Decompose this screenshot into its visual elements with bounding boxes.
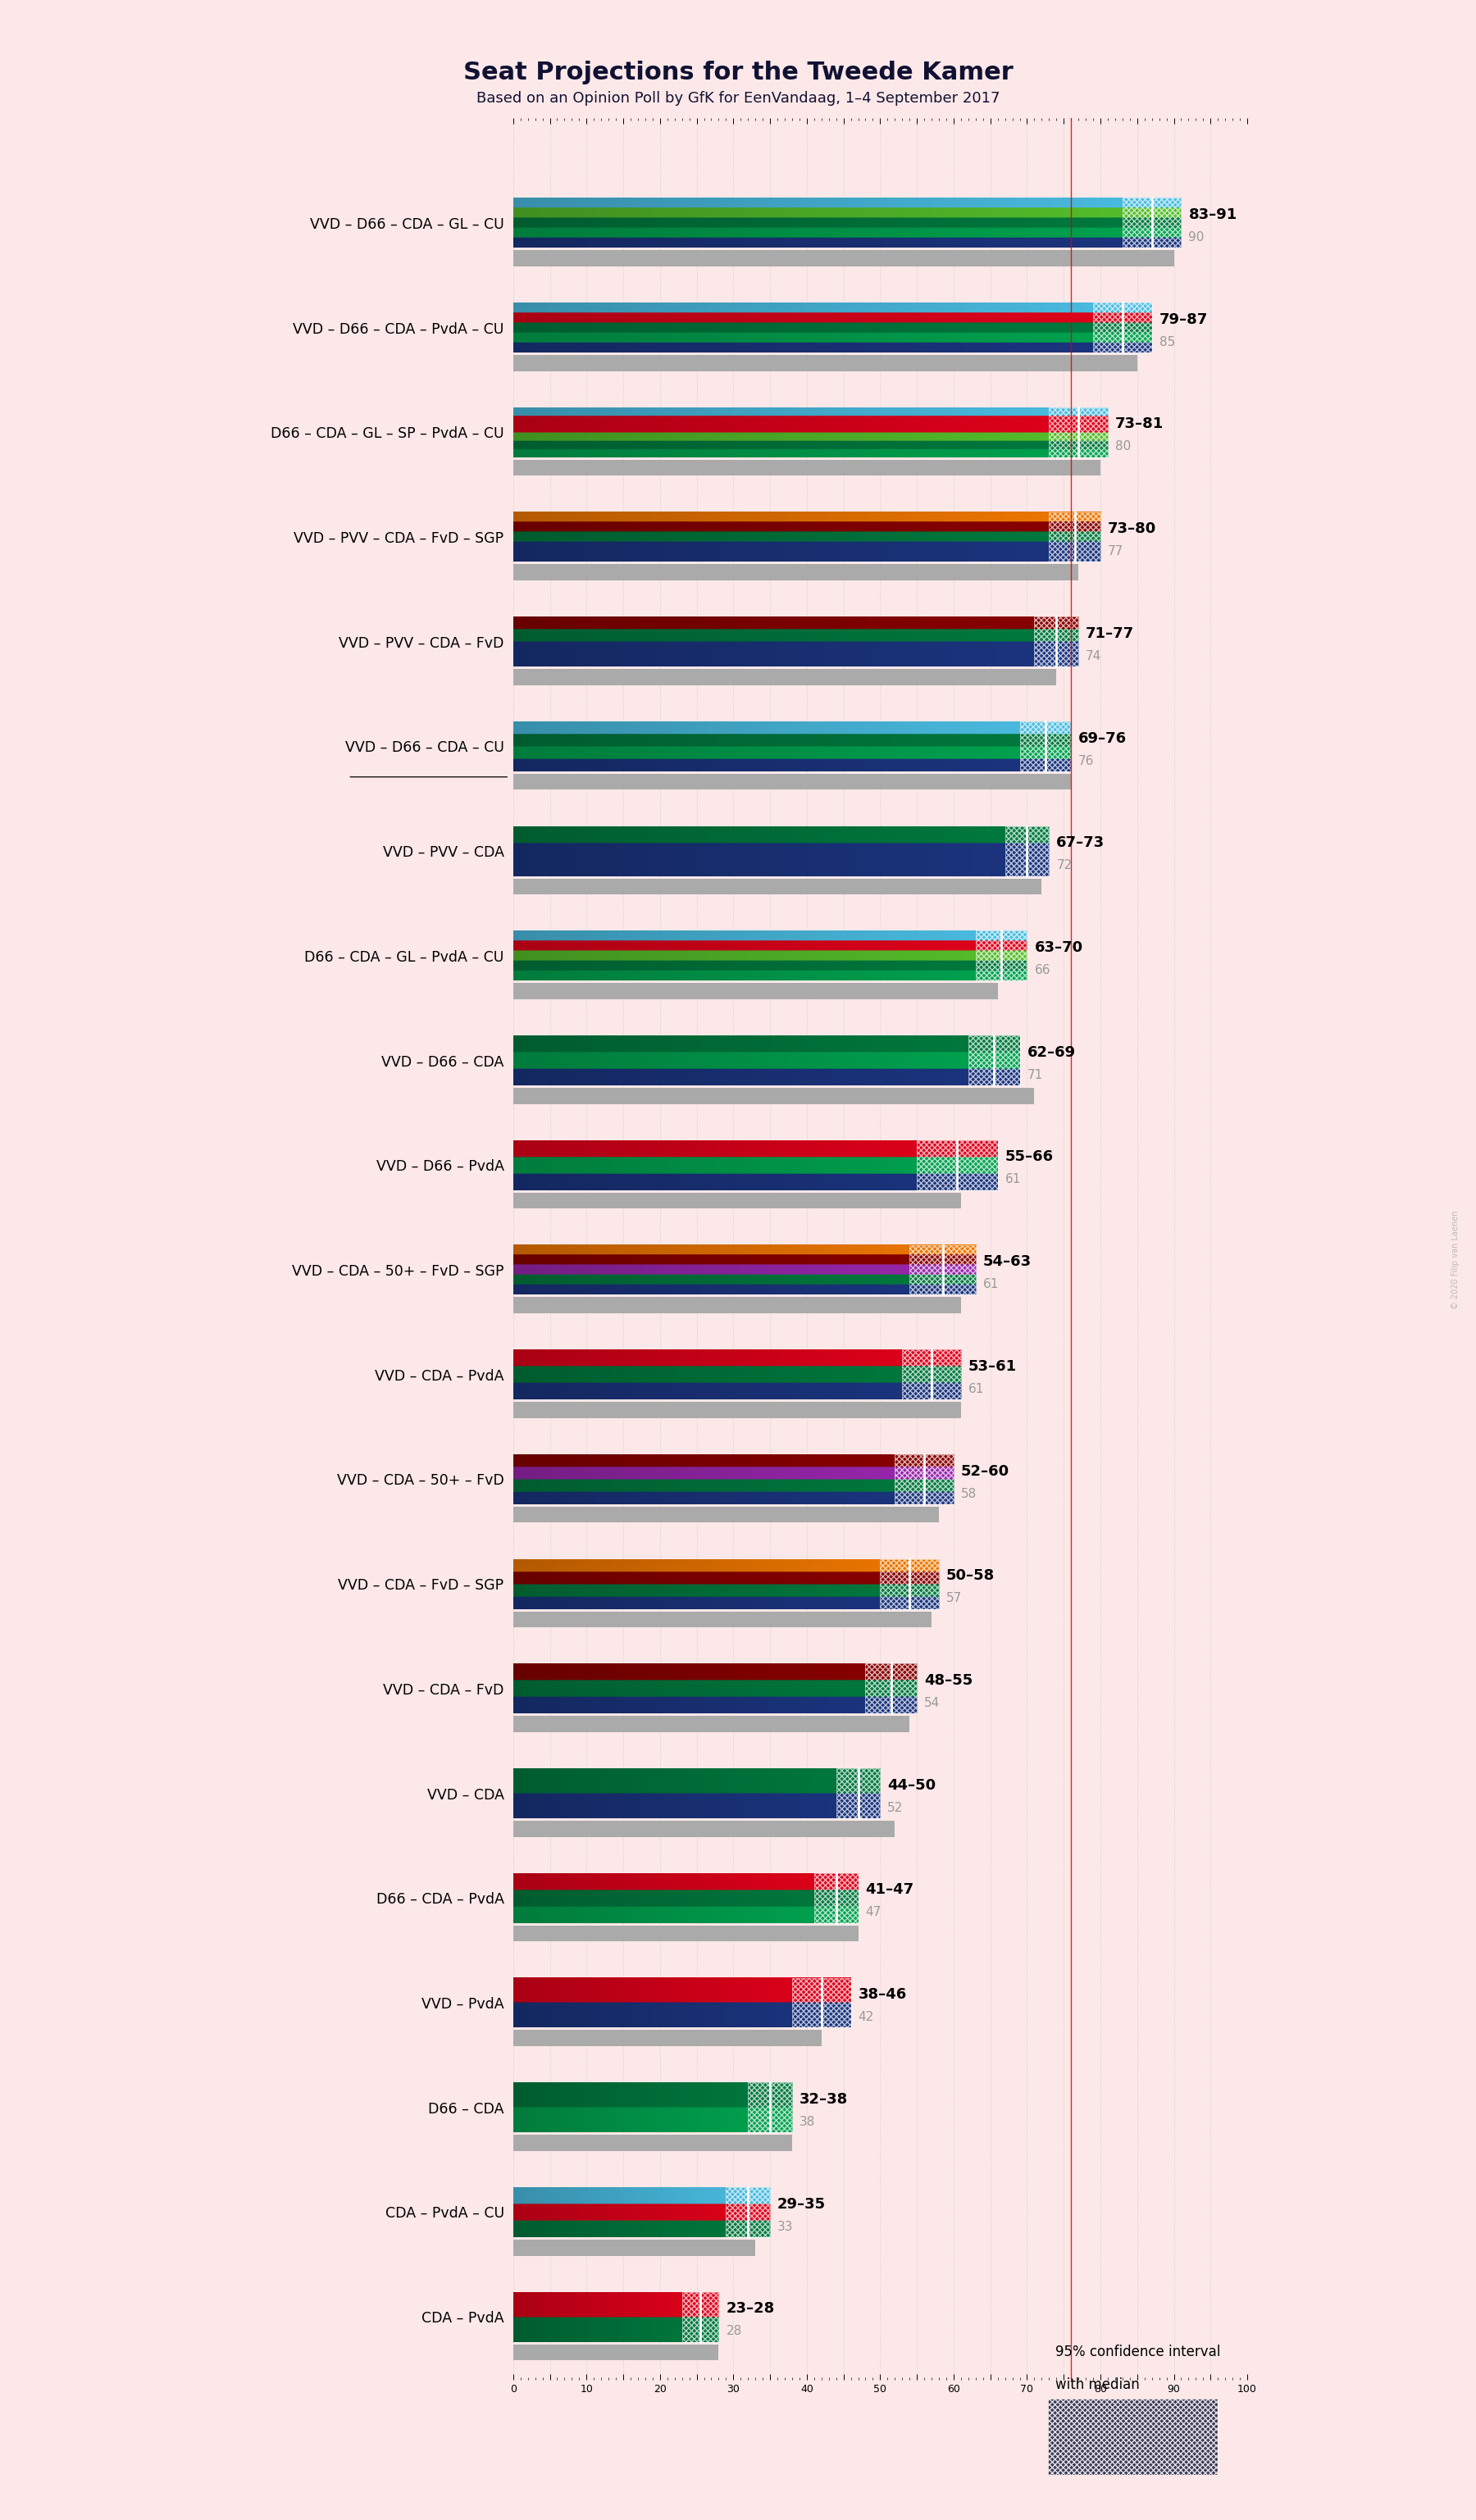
Bar	[815, 1872, 858, 1923]
Bar	[514, 2031, 822, 2046]
Text: with median: with median	[1055, 2376, 1139, 2391]
Bar	[514, 1610, 931, 1628]
Text: 73–81: 73–81	[1116, 416, 1163, 431]
Bar	[514, 1925, 858, 1940]
Text: 52: 52	[887, 1802, 903, 1814]
Text: 44–50: 44–50	[887, 1779, 936, 1792]
Bar	[917, 1139, 998, 1189]
Text: Based on an Opinion Poll by GfK for EenVandaag, 1–4 September 2017: Based on an Opinion Poll by GfK for EenV…	[477, 91, 999, 106]
Text: 50–58: 50–58	[946, 1567, 995, 1583]
Text: 42: 42	[858, 2011, 874, 2024]
Text: 28: 28	[726, 2326, 742, 2339]
Text: 80: 80	[1116, 441, 1131, 454]
Bar	[514, 2134, 793, 2152]
Bar	[880, 1560, 939, 1608]
Text: 58: 58	[961, 1487, 977, 1499]
Text: © 2020 Filip van Laenen: © 2020 Filip van Laenen	[1451, 1210, 1460, 1310]
Bar	[514, 1401, 961, 1419]
Bar	[968, 1036, 1020, 1086]
Text: 41–47: 41–47	[865, 1882, 914, 1898]
Bar	[1094, 302, 1151, 353]
Text: 61: 61	[968, 1383, 984, 1396]
Text: 52–60: 52–60	[961, 1464, 1010, 1479]
Bar	[909, 1245, 976, 1295]
Bar	[514, 774, 1072, 789]
Bar	[976, 930, 1027, 980]
Text: 61: 61	[1005, 1174, 1021, 1187]
Text: 76: 76	[1079, 753, 1094, 766]
Bar	[514, 668, 1057, 685]
Bar	[514, 1192, 961, 1210]
Bar	[514, 983, 998, 1000]
Text: 79–87: 79–87	[1159, 312, 1207, 328]
Bar	[1005, 827, 1049, 877]
Bar	[514, 2240, 756, 2255]
Text: 38–46: 38–46	[858, 1988, 906, 2001]
Bar	[514, 459, 1101, 476]
Bar	[835, 1769, 880, 1819]
Text: 90: 90	[1188, 232, 1204, 244]
Text: 53–61: 53–61	[968, 1358, 1017, 1373]
Text: 66: 66	[1035, 965, 1051, 975]
Bar	[894, 1454, 953, 1504]
Bar	[514, 879, 1042, 895]
Text: 57: 57	[946, 1593, 962, 1605]
Text: 85: 85	[1159, 335, 1175, 348]
Text: 23–28: 23–28	[726, 2301, 775, 2316]
Bar	[1020, 721, 1072, 771]
Bar	[682, 2291, 719, 2341]
Text: 63–70: 63–70	[1035, 940, 1083, 955]
Bar	[514, 1089, 1035, 1104]
Text: 33: 33	[778, 2220, 794, 2233]
Text: 73–80: 73–80	[1108, 522, 1156, 537]
Bar	[514, 1507, 939, 1522]
Bar	[514, 1298, 961, 1313]
Text: 61: 61	[983, 1278, 999, 1290]
Bar	[1035, 617, 1079, 668]
Bar	[1049, 512, 1101, 562]
Text: 62–69: 62–69	[1027, 1046, 1076, 1061]
Text: 54–63: 54–63	[983, 1255, 1032, 1270]
Text: 38: 38	[800, 2117, 815, 2127]
Bar	[902, 1351, 961, 1399]
Text: 95% confidence interval: 95% confidence interval	[1055, 2344, 1221, 2359]
Text: 71–77: 71–77	[1086, 625, 1134, 640]
Text: 72: 72	[1057, 859, 1072, 872]
Bar	[726, 2187, 770, 2238]
Bar	[514, 1716, 909, 1731]
Text: 71: 71	[1027, 1068, 1044, 1081]
Bar	[514, 1822, 894, 1837]
Bar	[1049, 408, 1108, 456]
Bar	[1122, 199, 1181, 247]
Text: 69–76: 69–76	[1079, 731, 1126, 746]
Text: Seat Projections for the Tweede Kamer: Seat Projections for the Tweede Kamer	[463, 60, 1013, 83]
Text: 54: 54	[924, 1696, 940, 1709]
Bar	[514, 564, 1079, 580]
Bar	[865, 1663, 917, 1714]
Text: 77: 77	[1108, 544, 1123, 557]
Text: 74: 74	[1086, 650, 1101, 663]
Text: 47: 47	[865, 1908, 881, 1918]
Bar	[748, 2082, 793, 2132]
Bar	[793, 1978, 850, 2029]
Bar	[514, 355, 1137, 370]
Text: 48–55: 48–55	[924, 1673, 973, 1688]
Text: 83–91: 83–91	[1188, 207, 1237, 222]
Bar	[514, 2344, 719, 2361]
Bar	[514, 249, 1173, 267]
Text: 67–73: 67–73	[1057, 837, 1106, 849]
Text: 55–66: 55–66	[1005, 1149, 1054, 1164]
Text: 32–38: 32–38	[800, 2092, 849, 2107]
Text: 29–35: 29–35	[778, 2197, 827, 2213]
